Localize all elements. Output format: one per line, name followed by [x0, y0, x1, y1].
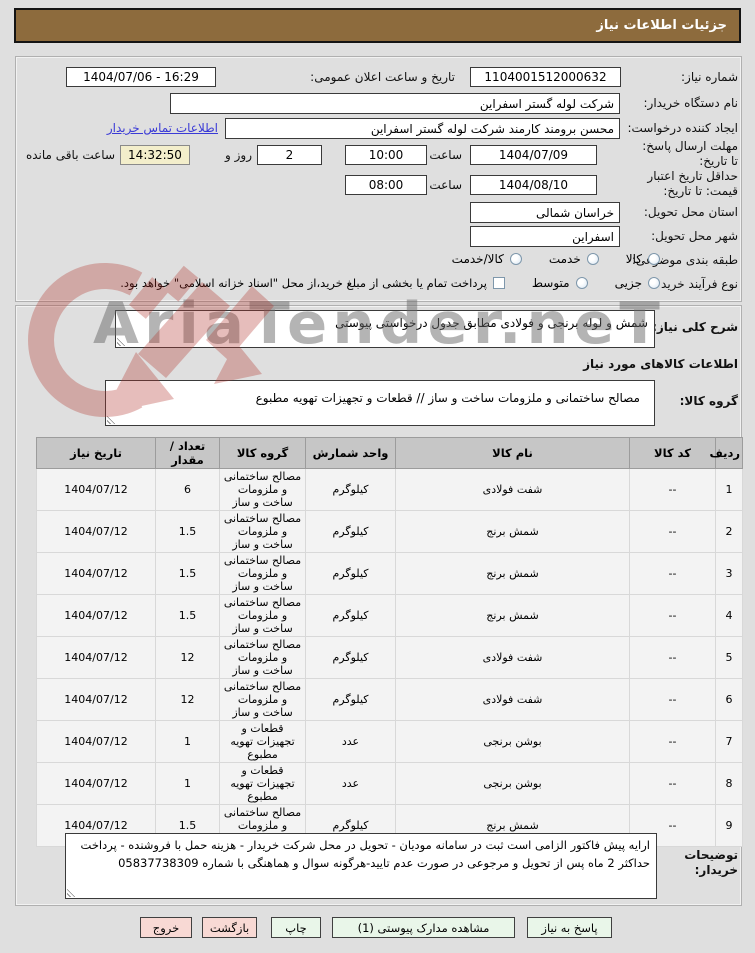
table-row: 3 -- شمش برنج کیلوگرم مصالح ساختمانی و ملزوم…: [36, 552, 743, 595]
treasury-payment-option: پرداخت تمام یا بخشی از مبلغ خرید،از محل …: [120, 276, 505, 290]
classification-option-goods[interactable]: کالا: [626, 252, 660, 266]
table-row: 1 -- شفت فولادی کیلوگرم مصالح ساختمانی و ملز…: [36, 468, 743, 511]
goods-group-label: گروه کالا:: [679, 394, 738, 408]
delivery-city-field[interactable]: اسفراین: [470, 226, 620, 247]
process-option-minor[interactable]: جزیی: [615, 276, 660, 290]
radio-icon[interactable]: [575, 277, 588, 289]
need-number-label: شماره نیاز:: [681, 70, 738, 84]
table-row: 4 -- شمش برنج کیلوگرم مصالح ساختمانی و ملزوم…: [36, 594, 743, 637]
page-title: جزئیات اطلاعات نیاز: [14, 8, 741, 43]
exit-button[interactable]: خروج: [140, 917, 192, 938]
reply-deadline-time-field[interactable]: 10:00: [345, 145, 427, 165]
respond-to-need-button[interactable]: پاسخ به نیاز: [527, 917, 612, 938]
radio-icon[interactable]: [648, 253, 660, 265]
table-row: 8 -- بوشن برنجی عدد قطعات و تجهیزات تهویه مط…: [36, 762, 743, 805]
resize-handle-icon[interactable]: [107, 414, 117, 424]
resize-handle-icon[interactable]: [117, 336, 127, 346]
treasury-note: پرداخت تمام یا بخشی از مبلغ خرید،از محل …: [120, 276, 487, 290]
resize-handle-icon[interactable]: [67, 887, 77, 897]
view-attached-docs-button[interactable]: مشاهده مدارک پیوستی (1): [332, 917, 515, 938]
general-info-groupbox: [15, 56, 742, 302]
goods-section-title: اطلاعات کالاهای مورد نیاز: [583, 357, 738, 371]
price-validity-date-field[interactable]: 1404/08/10: [470, 175, 597, 195]
reply-deadline-label: مهلت ارسال پاسخ: تا تاریخ:: [642, 139, 738, 169]
buyer-contact-link[interactable]: اطلاعات تماس خریدار: [106, 121, 218, 135]
table-row: 6 -- شفت فولادی کیلوگرم مصالح ساختمانی و ملز…: [36, 678, 743, 721]
remaining-time-badge: 14:32:50: [120, 145, 190, 165]
buyer-org-field[interactable]: شرکت لوله گستر اسفراین: [170, 93, 620, 114]
goods-group-textarea[interactable]: مصالح ساختمانی و ملزومات ساخت و ساز // ق…: [105, 380, 655, 426]
delivery-city-label: شهر محل تحویل:: [651, 229, 738, 243]
need-number-field[interactable]: 1104001512000632: [470, 67, 621, 87]
price-validity-hour-label: ساعت: [429, 178, 462, 192]
reply-deadline-date-field[interactable]: 1404/07/09: [470, 145, 597, 165]
buyer-notes-label: توضیحات خریدار:: [684, 848, 738, 878]
request-creator-field[interactable]: محسن برومند کارمند شرکت لوله گستر اسفرای…: [225, 118, 620, 139]
purchase-process-label: نوع فرآیند خرید :: [653, 277, 738, 291]
table-row: 7 -- بوشن برنجی عدد قطعات و تجهیزات تهویه مط…: [36, 720, 743, 763]
price-validity-label: حداقل تاریخ اعتبار قیمت: تا تاریخ:: [647, 169, 738, 199]
back-button[interactable]: بازگشت: [202, 917, 257, 938]
price-validity-time-field[interactable]: 08:00: [345, 175, 427, 195]
announce-datetime-field[interactable]: 1404/07/06 - 16:29: [66, 67, 216, 87]
goods-table-header-row: ردیف کد کالا نام کالا واحد شمارش گروه کا…: [36, 437, 743, 469]
days-and-label: روز و: [225, 148, 252, 162]
general-description-textarea[interactable]: شمش و لوله برنجی و فولادی مطابق جدول درخ…: [115, 310, 655, 348]
process-options: جزیی متوسط: [532, 276, 660, 290]
buyer-notes-textarea[interactable]: ارایه پیش فاکتور الزامی است ثبت در سامان…: [65, 833, 657, 899]
table-row: 9 -- شمش برنج کیلوگرم مصالح ساختمانی و ملزوم…: [36, 804, 743, 847]
treasury-checkbox[interactable]: [493, 277, 505, 289]
announce-datetime-label: تاریخ و ساعت اعلان عمومی:: [310, 70, 455, 84]
remaining-days-field[interactable]: 2: [257, 145, 322, 165]
table-row: 5 -- شفت فولادی کیلوگرم مصالح ساختمانی و ملز…: [36, 636, 743, 679]
buyer-org-label: نام دستگاه خریدار:: [643, 96, 739, 110]
radio-icon[interactable]: [586, 253, 599, 265]
classification-option-service[interactable]: خدمت: [549, 252, 599, 266]
table-row: 2 -- شمش برنج کیلوگرم مصالح ساختمانی و ملزوم…: [36, 510, 743, 553]
delivery-province-field[interactable]: خراسان شمالی: [470, 202, 620, 223]
hours-remaining-label: ساعت باقی مانده: [25, 148, 115, 162]
goods-table: ردیف کد کالا نام کالا واحد شمارش گروه کا…: [36, 437, 743, 847]
reply-deadline-hour-label: ساعت: [429, 148, 462, 162]
general-description-label: شرح کلی نیاز:: [652, 320, 738, 334]
classification-options: کالا خدمت کالا/خدمت: [452, 252, 660, 266]
request-creator-label: ایجاد کننده درخواست:: [627, 121, 738, 135]
radio-icon[interactable]: [509, 253, 522, 265]
radio-icon[interactable]: [648, 277, 660, 289]
print-button[interactable]: چاپ: [271, 917, 321, 938]
process-option-medium[interactable]: متوسط: [532, 276, 588, 290]
delivery-province-label: استان محل تحویل:: [643, 205, 738, 219]
classification-option-goods-service[interactable]: کالا/خدمت: [452, 252, 522, 266]
